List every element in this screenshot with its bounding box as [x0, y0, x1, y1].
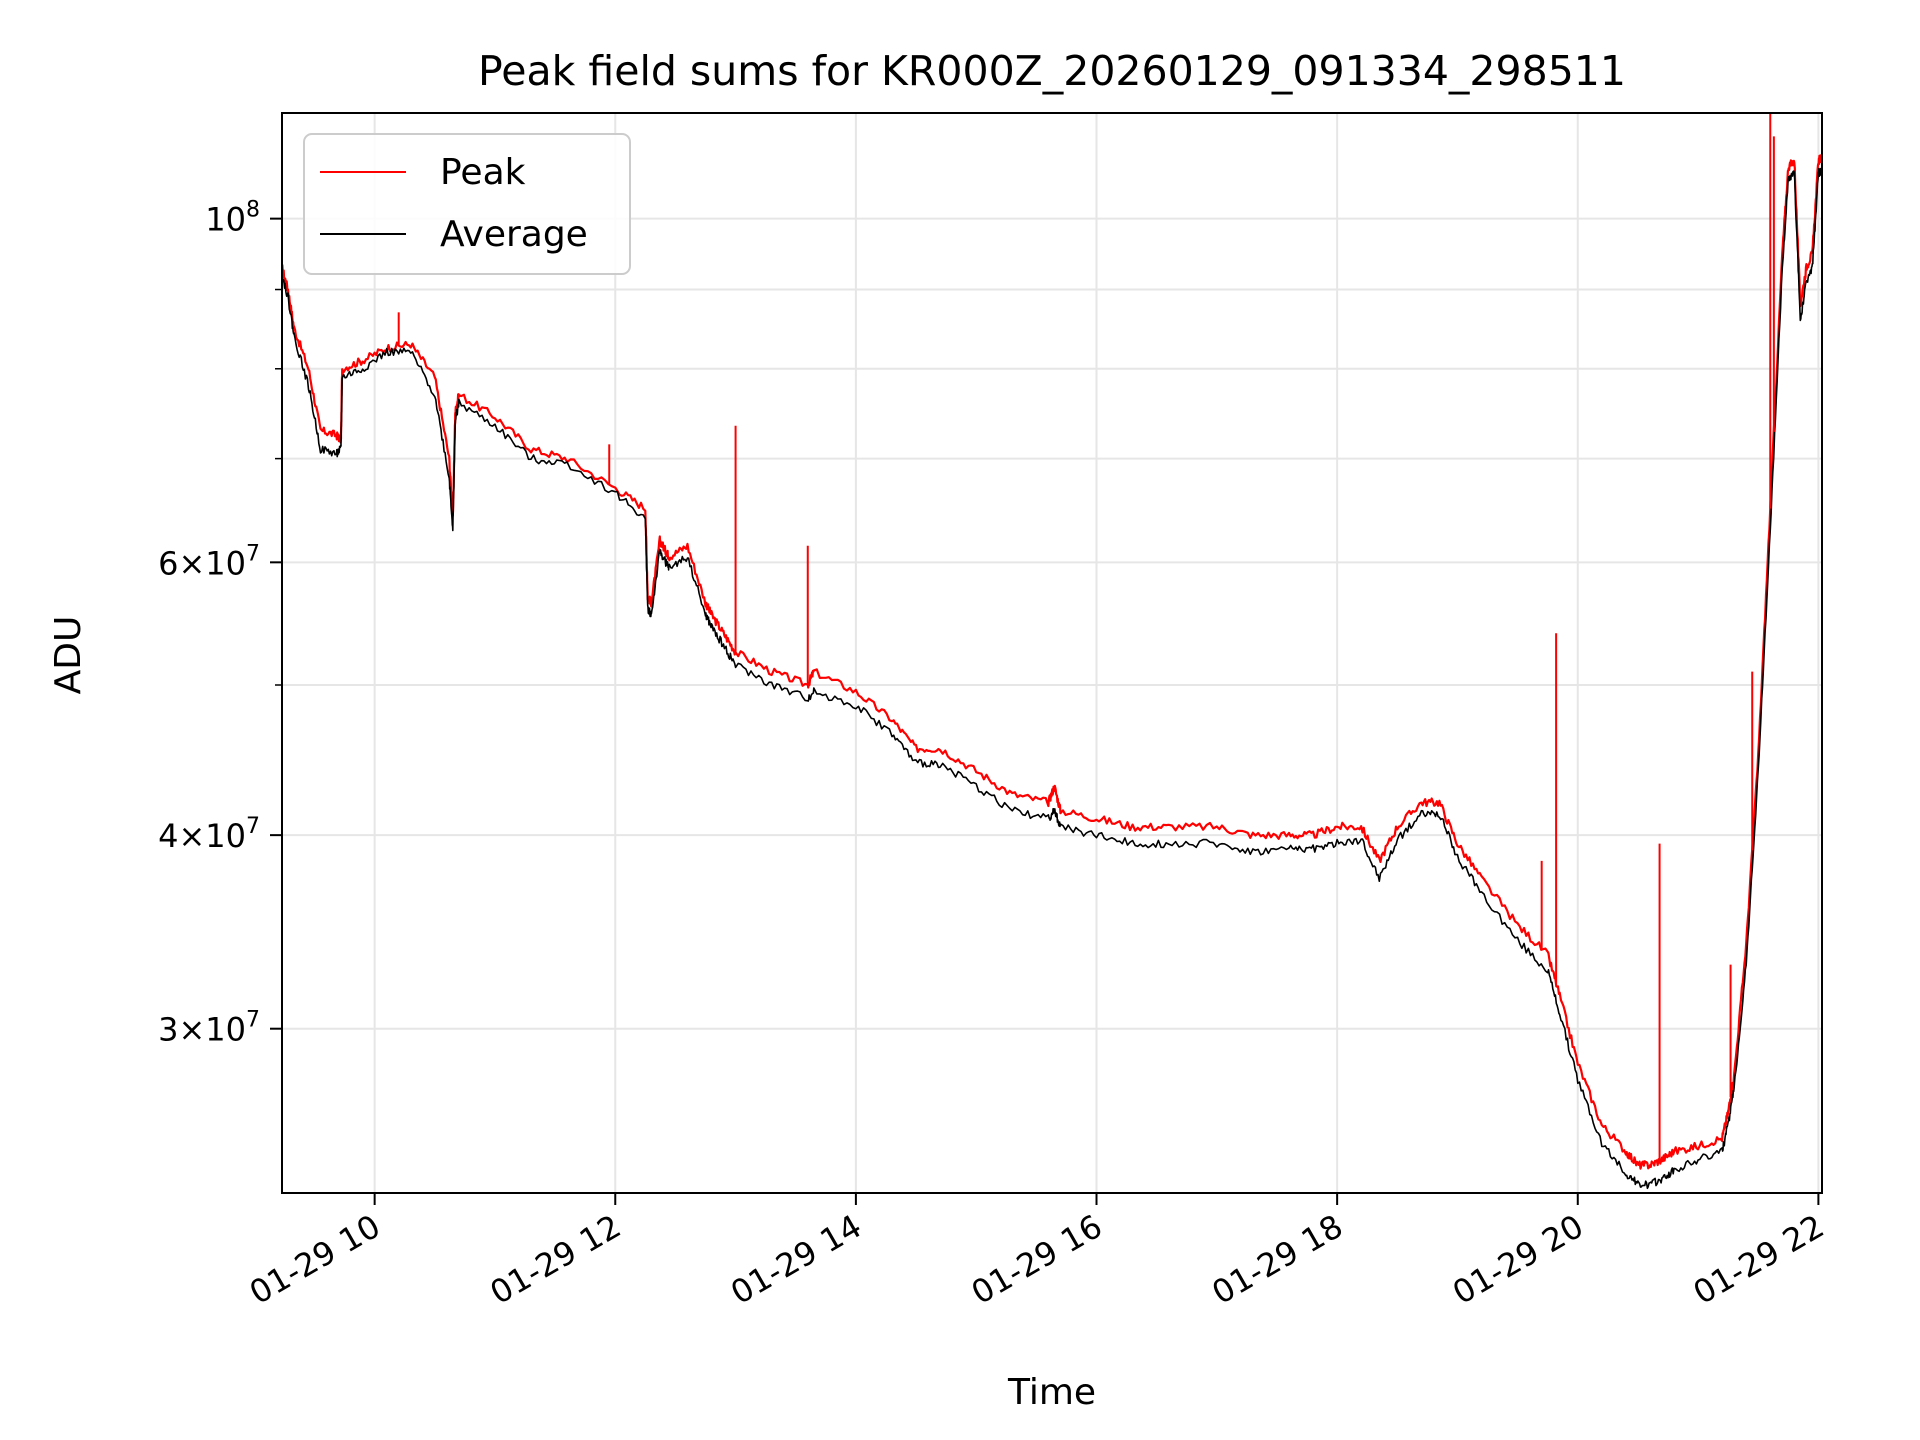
y-tick-label: 6×107: [158, 541, 260, 582]
series-average: [282, 167, 1822, 1190]
series-layer: [282, 113, 1822, 1190]
y-axis-ticks: 3×107 4×107 6×107 108: [158, 198, 282, 1049]
legend-box: [303, 133, 631, 275]
y-tick-label: 108: [205, 198, 260, 239]
legend: Peak Average: [303, 133, 631, 275]
chart-title: Peak field sums for KR000Z_20260129_0913…: [478, 47, 1626, 95]
x-axis-label: Time: [1007, 1372, 1096, 1413]
legend-label-average: Average: [440, 214, 588, 255]
plot-frame: [281, 112, 1823, 1194]
y-tick-label: 3×107: [158, 1008, 260, 1049]
y-axis-label: ADU: [48, 616, 89, 695]
legend-label-peak: Peak: [440, 152, 526, 193]
y-tick-label: 4×107: [158, 814, 260, 855]
